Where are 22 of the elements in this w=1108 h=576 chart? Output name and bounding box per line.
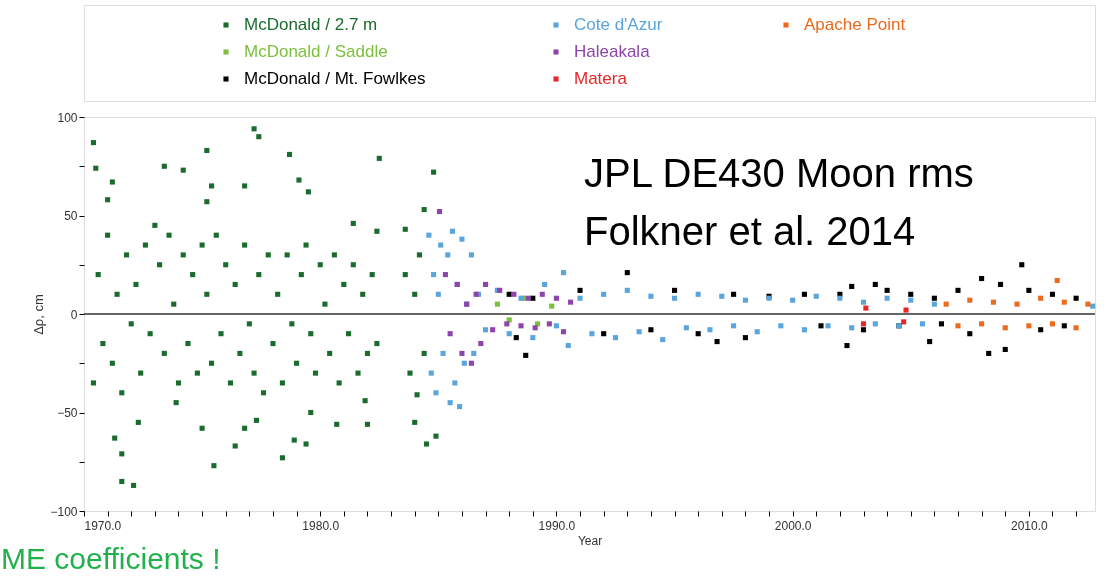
x-tick-label: 2010.0 [1011, 518, 1049, 533]
x-tick-label: 1980.0 [302, 518, 340, 533]
annotation: JPL DE430 Moon rms [584, 151, 974, 195]
y-tick-label: −100 [50, 504, 78, 519]
legend-label: Matera [574, 69, 628, 88]
text: ME coefficients ! [1, 542, 221, 575]
legend-label: McDonald / 2.7 m [244, 15, 378, 34]
legend-label: Haleakala [574, 42, 651, 61]
x-tick-label: 1990.0 [538, 518, 576, 533]
y-tick-label: 0 [70, 307, 78, 322]
x-axis-title: Year [577, 533, 603, 548]
legend-label: McDonald / Saddle [244, 42, 388, 61]
x-tick-label: 2000.0 [774, 518, 812, 533]
legend-label: Apache Point [804, 15, 906, 34]
x-tick-label: 1970.0 [84, 518, 122, 533]
legend-label: Cote d'Azur [574, 15, 663, 34]
legend-label: McDonald / Mt. Fowlkes [244, 69, 426, 88]
y-tick-label: −50 [57, 406, 78, 420]
annotation: Folkner et al. 2014 [584, 209, 916, 253]
y-tick-label: 50 [64, 209, 78, 223]
y-axis-title: Δρ, cm [31, 294, 47, 335]
y-tick-label: 100 [57, 110, 78, 125]
